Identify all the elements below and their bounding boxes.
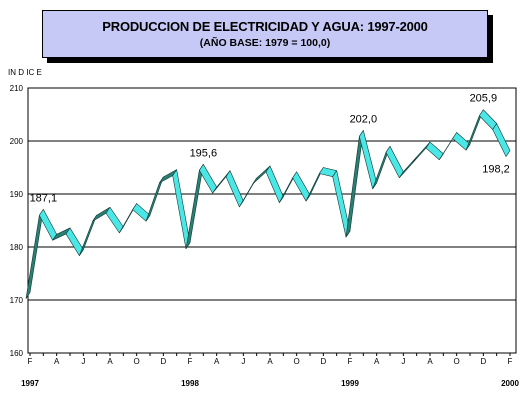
chart-subtitle: (AÑO BASE: 1979 = 100,0) [199, 37, 331, 49]
ribbon-segment [225, 170, 244, 208]
year-label: 2000 [501, 379, 519, 388]
y-tick-label: 170 [10, 296, 24, 305]
x-axis: F A J A O D F A J A O D F A J A O D F 1997 1998 1999 2000 [21, 353, 519, 388]
y-tick-label: 180 [10, 243, 24, 252]
x-tick-label: F [188, 357, 193, 366]
value-annotation: 195,6 [190, 147, 218, 159]
ribbon-segment [25, 209, 44, 299]
chart-title: PRODUCCION DE ELECTRICIDAD Y AGUA: 1997-… [102, 19, 428, 34]
ribbon-segment [172, 169, 191, 250]
plot-frame [27, 87, 517, 354]
annotations: 187,1 195,6 202,0 205,9 198,2 [30, 93, 510, 205]
x-tick-label: A [427, 357, 433, 366]
title-box: PRODUCCION DE ELECTRICIDAD Y AGUA: 1997-… [42, 10, 488, 58]
y-axis-label: IN D IC E [8, 68, 42, 77]
ribbon-segment [492, 123, 511, 157]
value-annotation: 202,0 [350, 113, 378, 125]
y-tick-label: 160 [10, 349, 24, 358]
ribbon-segment [385, 146, 404, 179]
ribbon-segment [345, 130, 364, 238]
ribbon-segment [199, 164, 217, 194]
y-axis-ticks: 160 170 180 190 200 210 [10, 84, 24, 358]
x-tick-label: O [454, 357, 460, 366]
x-tick-label: A [267, 357, 273, 366]
x-tick-label: O [134, 357, 140, 366]
year-label: 1998 [181, 379, 199, 388]
value-annotation: 205,9 [470, 93, 498, 105]
grid-lines [27, 87, 517, 354]
x-tick-label: A [374, 357, 380, 366]
x-tick-label: A [54, 357, 60, 366]
ribbon-segment [79, 214, 97, 256]
y-tick-label: 210 [10, 84, 24, 93]
y-tick-label: 190 [10, 190, 24, 199]
ribbon-segment [479, 109, 497, 130]
ribbon-segment [105, 206, 124, 234]
ribbon-segment [265, 165, 284, 203]
x-tick-label: F [28, 357, 33, 366]
x-tick-label: A [107, 357, 113, 366]
x-tick-label: J [241, 357, 245, 366]
ribbon-segment [359, 130, 377, 190]
ribbon-segment [185, 164, 204, 250]
ribbon-segment [292, 171, 311, 202]
x-tick-label: F [508, 357, 513, 366]
x-tick-label: A [214, 357, 220, 366]
ribbon-segment [39, 209, 57, 241]
y-tick-label: 200 [10, 137, 24, 146]
value-annotation: 187,1 [30, 192, 58, 204]
ribbon-segment [412, 141, 431, 164]
x-tick-label: D [160, 357, 166, 366]
year-label: 1997 [21, 379, 39, 388]
ribbon-segment [399, 156, 417, 179]
x-tick-label: F [348, 357, 353, 366]
x-tick-label: D [320, 357, 326, 366]
x-tick-label: J [401, 357, 405, 366]
x-tick-label: O [294, 357, 300, 366]
value-annotation: 198,2 [482, 164, 510, 176]
series-ribbon [25, 109, 511, 299]
ribbon-segment [145, 176, 164, 222]
x-tick-label: D [480, 357, 486, 366]
x-tick-label: J [81, 357, 85, 366]
year-label: 1999 [341, 379, 359, 388]
